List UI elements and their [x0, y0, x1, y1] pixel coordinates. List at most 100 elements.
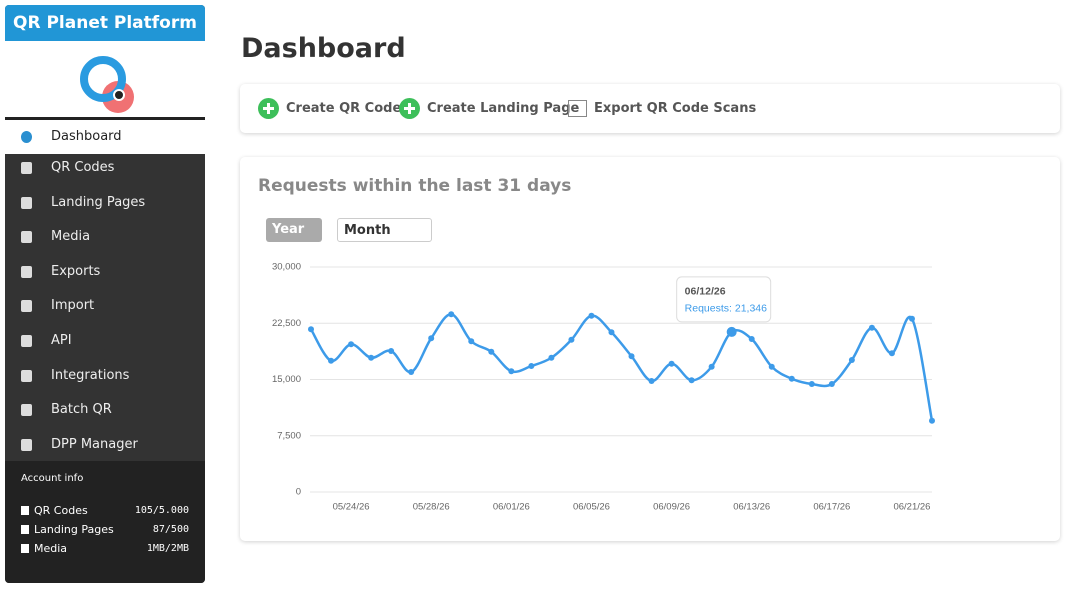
- point: [668, 360, 675, 367]
- nav-icon: [21, 162, 32, 174]
- action-bar: Create QR Code Create Landing Page Export …: [240, 84, 1060, 133]
- nav-label: Exports: [51, 263, 101, 279]
- x-tick-label: 06/01/26: [493, 502, 530, 513]
- nav-item[interactable]: Exports: [5, 255, 205, 289]
- point: [548, 354, 555, 361]
- account-title: Account info: [21, 473, 84, 484]
- account-label: Landing Pages: [34, 523, 114, 536]
- nav-item[interactable]: Dashboard: [5, 120, 205, 154]
- nav-icon: [21, 231, 32, 244]
- nav-label: Dashboard: [51, 129, 122, 144]
- y-tick-label: 0: [296, 487, 301, 498]
- nav-item[interactable]: Import: [5, 289, 205, 323]
- point: [448, 311, 455, 318]
- action-icon: [568, 100, 587, 117]
- account-label: Media: [34, 542, 68, 555]
- point: [488, 348, 495, 355]
- y-tick-label: 30,000: [272, 262, 301, 273]
- logo-image: [80, 56, 134, 113]
- nav-item[interactable]: QR Codes: [5, 151, 205, 185]
- nav-icon: [21, 265, 32, 278]
- point: [768, 363, 775, 370]
- point: [508, 368, 515, 375]
- point: [726, 326, 737, 337]
- x-tick-label: 06/21/26: [893, 502, 930, 513]
- account-icon: [21, 506, 29, 515]
- chart-panel: 0 7,500 15,000 22,500 30,000 05/24/26 05/28/26…: [240, 157, 1060, 541]
- account-row: Media 1MB/2MB: [5, 539, 205, 558]
- nav-icon: [21, 300, 32, 313]
- x-tick-label: 06/05/26: [573, 502, 610, 513]
- x-tick-label: 06/13/26: [733, 502, 770, 513]
- point: [608, 329, 615, 336]
- nav-icon: [21, 131, 32, 143]
- point: [788, 375, 795, 382]
- y-tick-label: 22,500: [272, 318, 301, 329]
- action-icon: [399, 98, 420, 119]
- tooltip-title: 06/12/26: [685, 286, 726, 298]
- point: [929, 417, 935, 424]
- account-value: 87/500: [152, 524, 189, 535]
- y-tick-label: 15,000: [272, 374, 301, 385]
- point: [688, 377, 695, 384]
- panel-title: Requests within the last 31 days: [258, 176, 572, 196]
- tooltip-text: Requests: 21,346: [685, 303, 767, 315]
- point: [348, 341, 355, 348]
- nav-label: Import: [51, 298, 95, 314]
- point: [848, 357, 855, 363]
- nav-icon: [21, 335, 32, 347]
- account-icon: [21, 525, 29, 534]
- action-label: Create QR Code: [286, 101, 402, 116]
- action-button[interactable]: Create QR Code: [258, 97, 401, 121]
- account-value: 105/5.000: [134, 505, 189, 516]
- chart: 0 7,500 15,000 22,500 30,000 05/24/26 05/28/26…: [272, 262, 935, 513]
- x-tick-label: 05/24/26: [333, 502, 370, 513]
- nav-item[interactable]: Integrations: [5, 359, 205, 393]
- sidebar-title: QR Planet Platform: [5, 5, 205, 41]
- point: [588, 312, 595, 319]
- nav-label: QR Codes: [51, 160, 115, 175]
- point: [868, 324, 875, 331]
- point: [888, 350, 895, 357]
- point: [648, 378, 655, 384]
- action-label: Export QR Code Scans: [594, 101, 757, 116]
- nav-item[interactable]: Batch QR: [5, 393, 205, 427]
- line: [309, 313, 934, 421]
- point: [328, 357, 335, 364]
- nav-icon: [21, 196, 32, 209]
- account-row: Landing Pages 87/500: [5, 520, 205, 539]
- point: [908, 315, 915, 322]
- x-tick-label: 06/17/26: [813, 502, 850, 513]
- account-label: QR Codes: [34, 504, 88, 517]
- action-icon: [258, 98, 279, 119]
- action-button[interactable]: Export QR Code Scans: [568, 97, 756, 121]
- nav-item[interactable]: API: [5, 324, 205, 358]
- month-select[interactable]: Month: [337, 218, 432, 242]
- year-select[interactable]: Year: [266, 218, 322, 242]
- nav-icon: [21, 404, 32, 417]
- point: [428, 335, 435, 342]
- nav-icon: [21, 369, 32, 382]
- nav-item[interactable]: Media: [5, 220, 205, 254]
- point: [368, 354, 375, 361]
- point: [748, 336, 755, 342]
- nav-item[interactable]: Landing Pages: [5, 186, 205, 220]
- nav-item[interactable]: DPP Manager: [5, 428, 205, 462]
- x-tick-label: 06/09/26: [653, 502, 690, 513]
- nav-label: Landing Pages: [51, 194, 146, 210]
- page-title: Dashboard: [241, 33, 406, 64]
- action-button[interactable]: Create Landing Page: [399, 97, 579, 121]
- point: [708, 363, 715, 370]
- y-tick-label: 7,500: [277, 430, 301, 441]
- account-row: QR Codes 105/5.000: [5, 501, 205, 520]
- point: [568, 336, 575, 343]
- nav-label: Integrations: [51, 367, 130, 383]
- account-icon: [21, 544, 29, 553]
- account-value: 1MB/2MB: [146, 543, 189, 554]
- action-label: Create Landing Page: [427, 101, 580, 116]
- sidebar: QR Planet Platform Account info QR Codes…: [5, 5, 205, 583]
- logo: [5, 41, 205, 121]
- nav-icon: [21, 438, 32, 451]
- point: [308, 326, 314, 333]
